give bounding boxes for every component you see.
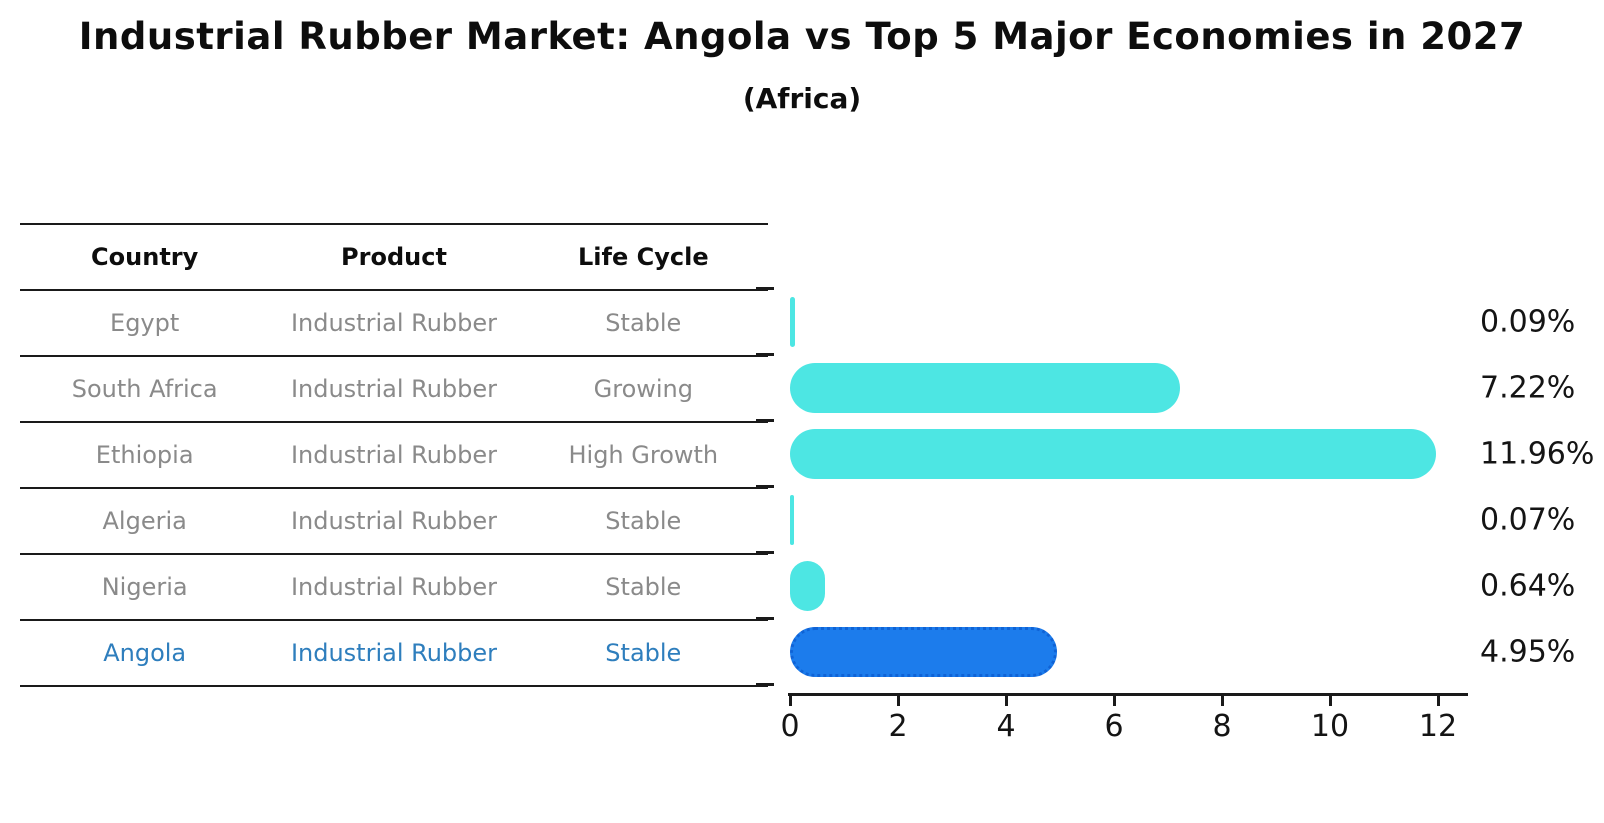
life-cycle-cell: Stable	[605, 639, 682, 667]
x-axis-tick-label: 6	[1104, 709, 1124, 744]
life-cycle-cell: High Growth	[568, 441, 719, 469]
x-axis-tick	[1221, 695, 1224, 706]
x-axis-tick-label: 0	[780, 709, 800, 744]
table-row: Angola Industrial Rubber Stable	[20, 619, 768, 685]
country-cell: Algeria	[102, 507, 187, 535]
y-axis-tick	[756, 551, 774, 554]
bar-egypt	[790, 297, 795, 347]
y-axis-tick	[756, 419, 774, 422]
bar-angola	[790, 627, 1057, 677]
x-axis-tick	[1437, 695, 1440, 706]
life-cycle-cell: Stable	[605, 309, 682, 337]
x-axis-tick	[897, 695, 900, 706]
bar-ethiopia	[790, 429, 1436, 479]
chart-title: Industrial Rubber Market: Angola vs Top …	[78, 15, 1526, 58]
country-cell: South Africa	[71, 375, 218, 403]
product-cell: Industrial Rubber	[290, 309, 498, 337]
value-label-nigeria: 0.64%	[1480, 568, 1576, 604]
x-axis-tick	[1005, 695, 1008, 706]
life-cycle-cell: Stable	[605, 507, 682, 535]
table-row: Algeria Industrial Rubber Stable	[20, 487, 768, 553]
y-axis-tick	[756, 353, 774, 356]
product-cell: Industrial Rubber	[290, 441, 498, 469]
chart-subtitle: (Africa)	[742, 82, 862, 115]
x-axis-tick-label: 4	[996, 709, 1016, 744]
x-axis-tick	[789, 695, 792, 706]
value-label-angola: 4.95%	[1480, 634, 1576, 670]
country-cell: Nigeria	[101, 573, 188, 601]
value-label-egypt: 0.09%	[1480, 304, 1576, 340]
value-label-south-africa: 7.22%	[1480, 370, 1576, 406]
table-row: South Africa Industrial Rubber Growing	[20, 355, 768, 421]
country-cell: Angola	[103, 639, 187, 667]
y-axis-tick	[756, 287, 774, 290]
bar-algeria	[790, 495, 794, 545]
product-cell: Industrial Rubber	[290, 639, 498, 667]
x-axis-tick	[1329, 695, 1332, 706]
life-cycle-cell: Growing	[593, 375, 693, 403]
table-row: Ethiopia Industrial Rubber High Growth	[20, 421, 768, 487]
product-cell: Industrial Rubber	[290, 507, 498, 535]
country-table: Country Product Life Cycle Egypt Industri…	[20, 223, 768, 687]
bar-south-africa	[790, 363, 1180, 413]
product-cell: Industrial Rubber	[290, 573, 498, 601]
country-cell: Egypt	[110, 309, 180, 337]
table-header-country: Country	[91, 243, 199, 271]
x-axis-tick-label: 8	[1212, 709, 1232, 744]
x-axis-line	[788, 693, 1468, 696]
x-axis-tick-label: 2	[888, 709, 908, 744]
y-axis-tick	[756, 683, 774, 686]
table-header-life-cycle: Life Cycle	[578, 243, 709, 271]
country-cell: Ethiopia	[95, 441, 194, 469]
x-axis-tick	[1113, 695, 1116, 706]
life-cycle-cell: Stable	[605, 573, 682, 601]
table-row: Nigeria Industrial Rubber Stable	[20, 553, 768, 619]
x-axis-tick-label: 10	[1310, 709, 1350, 744]
value-label-algeria: 0.07%	[1480, 502, 1576, 538]
y-axis-tick	[756, 485, 774, 488]
table-header-product: Product	[341, 243, 447, 271]
table-header-row: Country Product Life Cycle	[20, 223, 768, 289]
table-body: Egypt Industrial Rubber Stable South Africa…	[20, 289, 768, 685]
table-row: Egypt Industrial Rubber Stable	[20, 289, 768, 355]
y-axis-tick	[756, 617, 774, 620]
product-cell: Industrial Rubber	[290, 375, 498, 403]
value-label-ethiopia: 11.96%	[1480, 436, 1595, 472]
x-axis-tick-label: 12	[1418, 709, 1458, 744]
bar-nigeria	[790, 561, 825, 611]
